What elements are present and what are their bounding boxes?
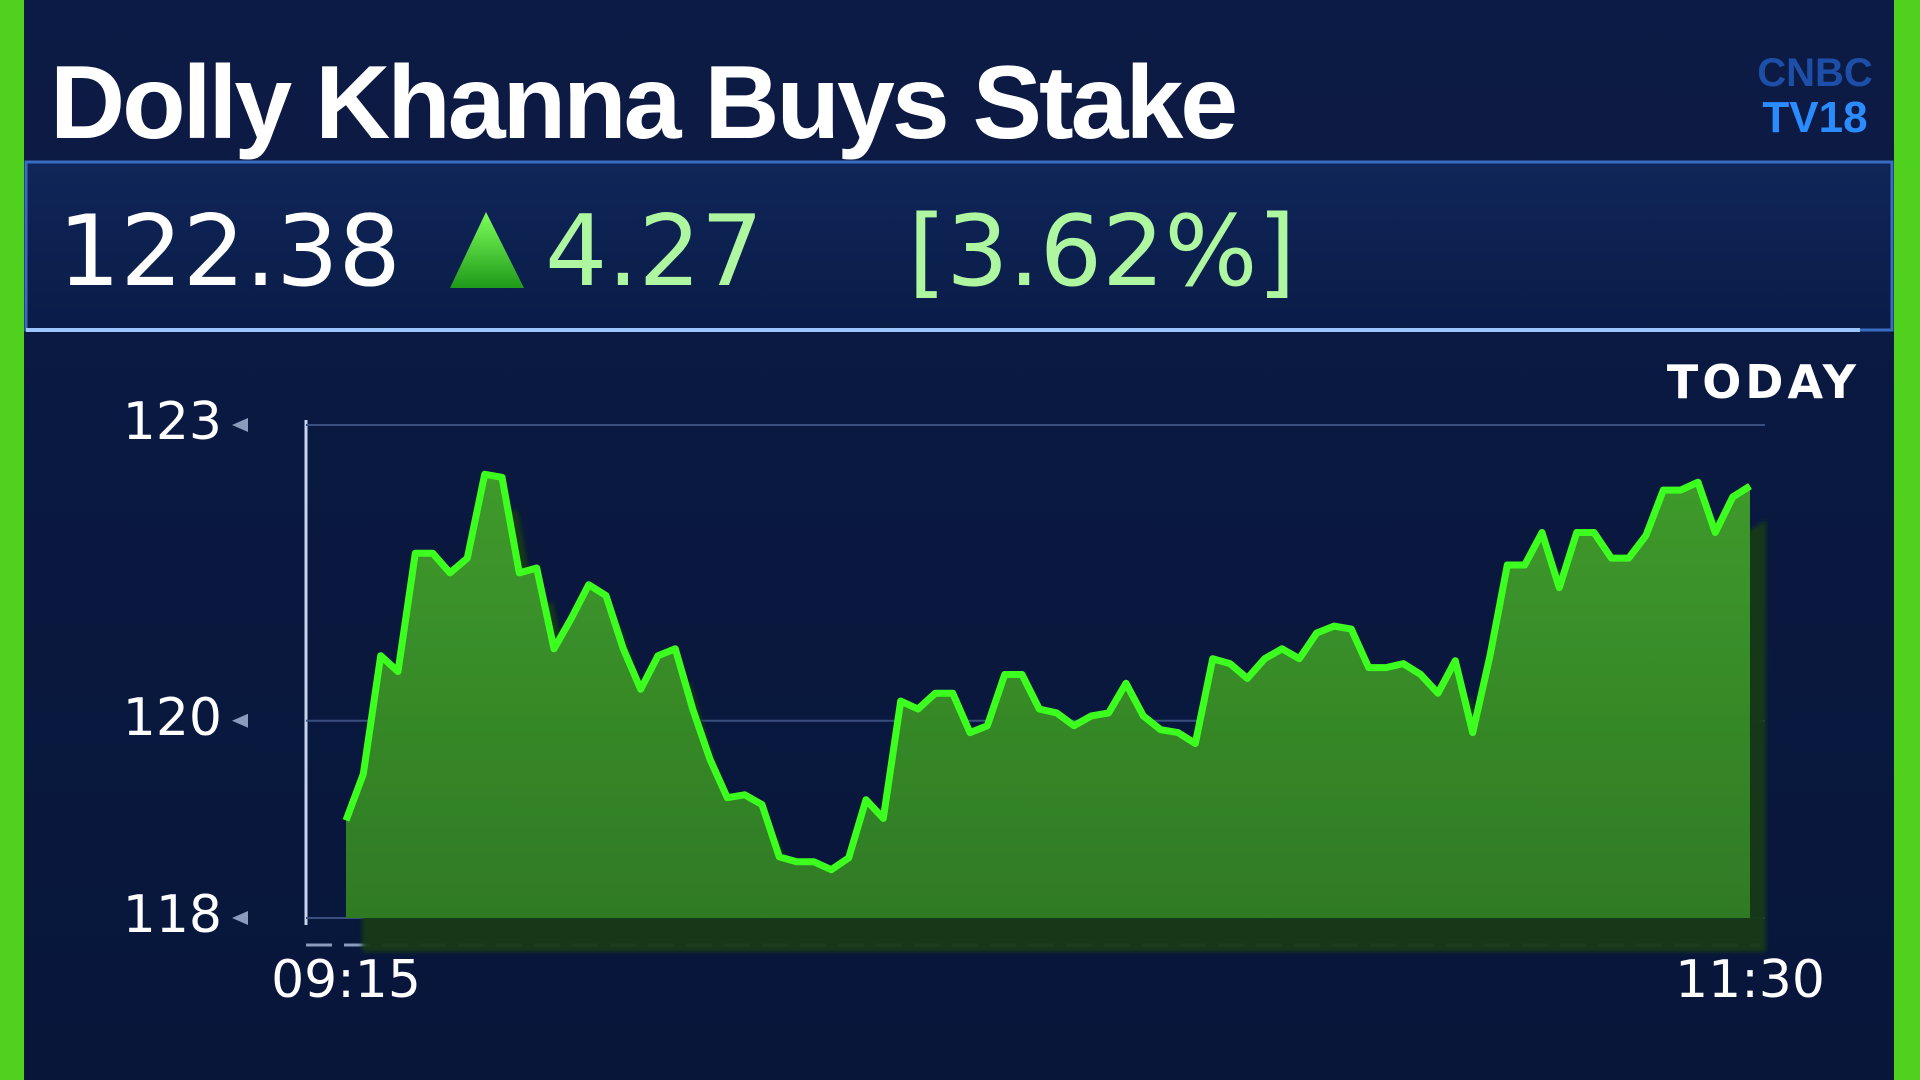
change: 4.27 (545, 195, 763, 309)
line (342, 470, 1752, 874)
side-bar (1894, 0, 1920, 1080)
y-tick-arrow (232, 418, 248, 432)
last-price: 122.38 (58, 195, 401, 309)
price-box (24, 160, 1894, 332)
change-pct: [3.62%] (908, 195, 1296, 309)
logo-channel: TV18 (1762, 93, 1867, 142)
side-bar (0, 0, 24, 1080)
period-label: TODAY (1667, 355, 1860, 409)
y-tick-label: 123 (123, 392, 222, 452)
y-tick-arrow (232, 713, 248, 728)
x-tick-label: 09:15 (271, 950, 421, 1010)
title: Dolly Khanna Buys Stake (50, 45, 1235, 161)
y-tick-arrow (232, 911, 248, 925)
area (346, 474, 1750, 918)
logo-brand: CNBC (1757, 51, 1873, 95)
plot: 123 120 118 09:15 11:30 (123, 392, 1825, 1010)
x-tick-label: 11:30 (1675, 950, 1825, 1010)
y-tick-label: 120 (123, 688, 222, 748)
y-tick-label: 118 (123, 885, 222, 945)
up-arrow (450, 212, 524, 288)
